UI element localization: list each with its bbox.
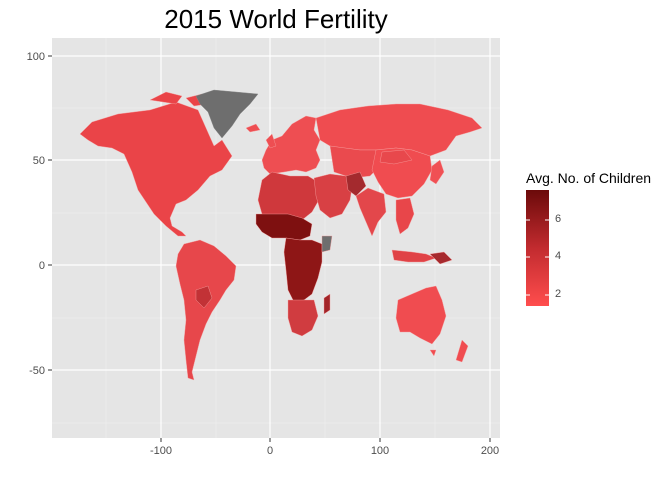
y-tick-label: 0 [39,260,45,272]
new-zealand [455,339,469,363]
sahel-west-africa [255,213,313,241]
y-tick-label: 50 [33,155,45,167]
europe [261,115,321,175]
ethiopia-region [321,235,333,253]
central-asia [329,145,381,179]
uk-ireland [265,133,277,149]
axis-ticks [48,55,491,442]
y-tick-label: -50 [29,365,45,377]
legend-label: 6 [555,213,562,225]
legend-colorbar [526,190,549,306]
middle-east [313,173,353,219]
south-america [175,239,237,381]
legend-ticks [526,219,549,296]
x-tick-labels: -100 0 100 200 [150,445,499,457]
map-title: 2015 World Fertility [164,4,388,34]
landmasses [79,89,483,381]
x-tick-label: -100 [150,445,172,457]
central-east-africa [283,237,323,303]
japan-korea [429,159,445,185]
x-tick-label: 0 [267,445,273,457]
madagascar [323,293,331,315]
bolivia-paraguay [195,285,213,309]
afghanistan-pakistan [345,171,367,197]
y-tick-labels: 100 50 0 -50 [27,51,45,377]
legend-label: 4 [555,250,562,262]
southeast-asia [395,197,415,235]
papua [429,251,453,265]
mongolia [379,149,413,165]
tasmania [429,349,437,357]
australia [395,285,447,345]
x-tick-label: 100 [371,445,389,457]
south-asia [355,187,387,237]
major-gridlines [52,38,500,438]
indonesia [391,249,437,263]
legend-label: 2 [555,288,562,300]
iceland [245,123,261,133]
y-tick-label: 100 [27,51,45,63]
north-america [79,101,233,237]
greenland [195,89,259,139]
southern-africa [287,299,319,337]
legend-title: Avg. No. of Children [526,170,652,186]
x-tick-label: 200 [481,445,499,457]
